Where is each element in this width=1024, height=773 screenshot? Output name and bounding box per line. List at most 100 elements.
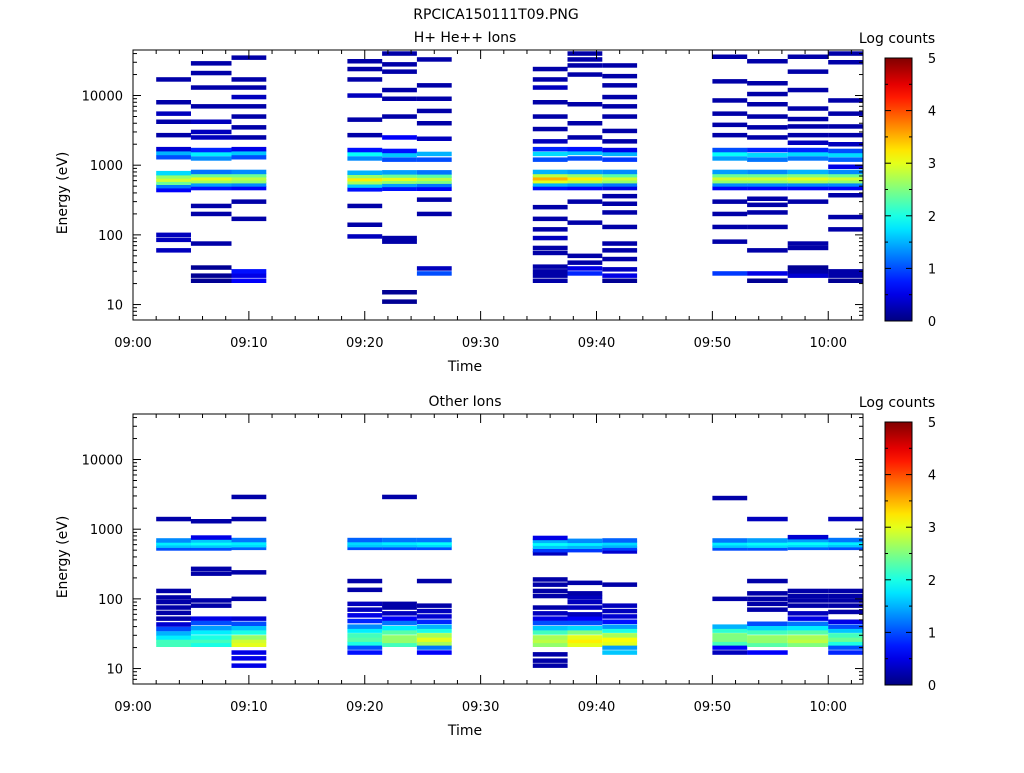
heatmap-cell: [532, 630, 568, 635]
heatmap-cell: [416, 641, 452, 646]
heatmap-cell: [747, 248, 788, 253]
heatmap-cell: [231, 172, 267, 178]
heatmap-cell: [602, 278, 638, 283]
heatmap-cell: [382, 157, 417, 162]
heatmap-cell: [416, 545, 452, 551]
heatmap-cell: [190, 156, 232, 161]
heatmap-cell: [532, 264, 568, 269]
heatmap-cell: [416, 157, 452, 162]
heatmap-cell: [787, 630, 829, 635]
heatmap-cell: [602, 151, 638, 157]
heatmap-cell: [602, 619, 638, 624]
heatmap-cell: [382, 87, 417, 93]
heatmap-cell: [747, 59, 788, 64]
heatmap-cell: [231, 178, 267, 184]
panel-h-he-ions: 09:00 09:10 09:20 09:30 09:40 09:50 10:0010100…: [55, 30, 936, 375]
heatmap-cell: [747, 543, 788, 548]
heatmap-cell: [712, 596, 748, 602]
heatmap-cell: [828, 269, 863, 274]
heatmap-cell: [156, 119, 191, 124]
heatmap-cell: [602, 224, 638, 230]
heatmap-cell: [532, 547, 568, 553]
heatmap-cell: [712, 182, 748, 187]
heatmap-cell: [231, 621, 267, 626]
heatmap-cell: [190, 566, 232, 572]
heatmap-cell: [747, 172, 788, 178]
heatmap-cell: [416, 136, 452, 141]
heatmap-cell: [532, 605, 568, 610]
heatmap-cell: [347, 587, 383, 593]
colorbar-tick-label: 0: [928, 679, 936, 694]
heatmap-cell: [382, 638, 417, 644]
x-tick-label: 09:40: [578, 336, 615, 351]
heatmap-cells: [156, 494, 863, 668]
heatmap-cell: [567, 169, 603, 175]
heatmap-cell: [156, 588, 191, 594]
heatmap-cell: [567, 57, 603, 62]
x-tick-label: 09:10: [230, 700, 267, 715]
heatmap-cell: [602, 157, 638, 162]
heatmap-cell: [567, 625, 603, 631]
heatmap-cell: [532, 273, 568, 278]
heatmap-cell: [567, 638, 603, 644]
heatmap-cell: [828, 516, 863, 522]
heatmap-cell: [190, 625, 232, 631]
heatmap-cell: [347, 637, 383, 642]
heatmap-cell: [828, 542, 863, 548]
heatmap-cell: [787, 545, 829, 551]
heatmap-cell: [787, 151, 829, 157]
heatmap-cell: [602, 104, 638, 109]
heatmap-cell: [787, 140, 829, 145]
heatmap-cell: [747, 638, 788, 644]
heatmap-cell: [231, 540, 267, 545]
heatmap-cell: [416, 266, 452, 271]
heatmap-cell: [787, 611, 829, 616]
heatmap-cell: [828, 214, 863, 220]
colorbar-tick-label: 3: [928, 521, 936, 536]
heatmap-cell: [602, 147, 638, 153]
heatmap-cell: [602, 182, 638, 187]
heatmap-cell: [828, 624, 863, 629]
heatmap-cell: [532, 663, 568, 668]
heatmap-cell: [347, 628, 383, 633]
heatmap-cell: [828, 609, 863, 615]
heatmap-cell: [567, 63, 603, 68]
heatmap-cell: [602, 193, 638, 199]
heatmap-cell: [347, 542, 383, 548]
heatmap-cell: [532, 582, 568, 587]
heatmap-cell: [602, 603, 638, 608]
heatmap-cell: [416, 608, 452, 614]
heatmap-cell: [747, 185, 788, 191]
heatmap-cell: [382, 235, 417, 241]
heatmap-cell: [828, 593, 863, 599]
heatmap-cell: [532, 652, 568, 657]
colorbar: 0 1 2 3 4 5 Log counts: [859, 31, 936, 330]
heatmap-cell: [602, 185, 638, 191]
heatmap-cell: [347, 117, 383, 122]
heatmap-cell: [532, 269, 568, 274]
heatmap-cell: [190, 61, 232, 66]
heatmap-cell: [382, 625, 417, 631]
heatmap-cell: [347, 151, 383, 157]
heatmap-cell: [231, 542, 267, 548]
heatmap-cell: [382, 605, 417, 610]
heatmap-cell: [231, 114, 267, 119]
heatmap-cell: [747, 210, 788, 215]
heatmap-cell: [828, 185, 863, 191]
heatmap-cell: [747, 642, 788, 647]
heatmap-cell: [828, 178, 863, 184]
heatmap-cell: [231, 176, 267, 181]
heatmap-cell: [532, 635, 568, 640]
heatmap-cell: [231, 146, 267, 152]
heatmap-cell: [156, 540, 191, 546]
heatmap-cell: [747, 538, 788, 543]
heatmap-cell: [190, 178, 232, 184]
heatmap-cell: [231, 630, 267, 635]
heatmap-cell: [712, 169, 748, 175]
heatmap-cell: [747, 635, 788, 640]
heatmap-cell: [416, 624, 452, 629]
heatmap-cell: [190, 603, 232, 608]
heatmap-cell: [231, 199, 267, 204]
heatmap-cell: [156, 642, 191, 647]
heatmap-cell: [382, 114, 417, 119]
